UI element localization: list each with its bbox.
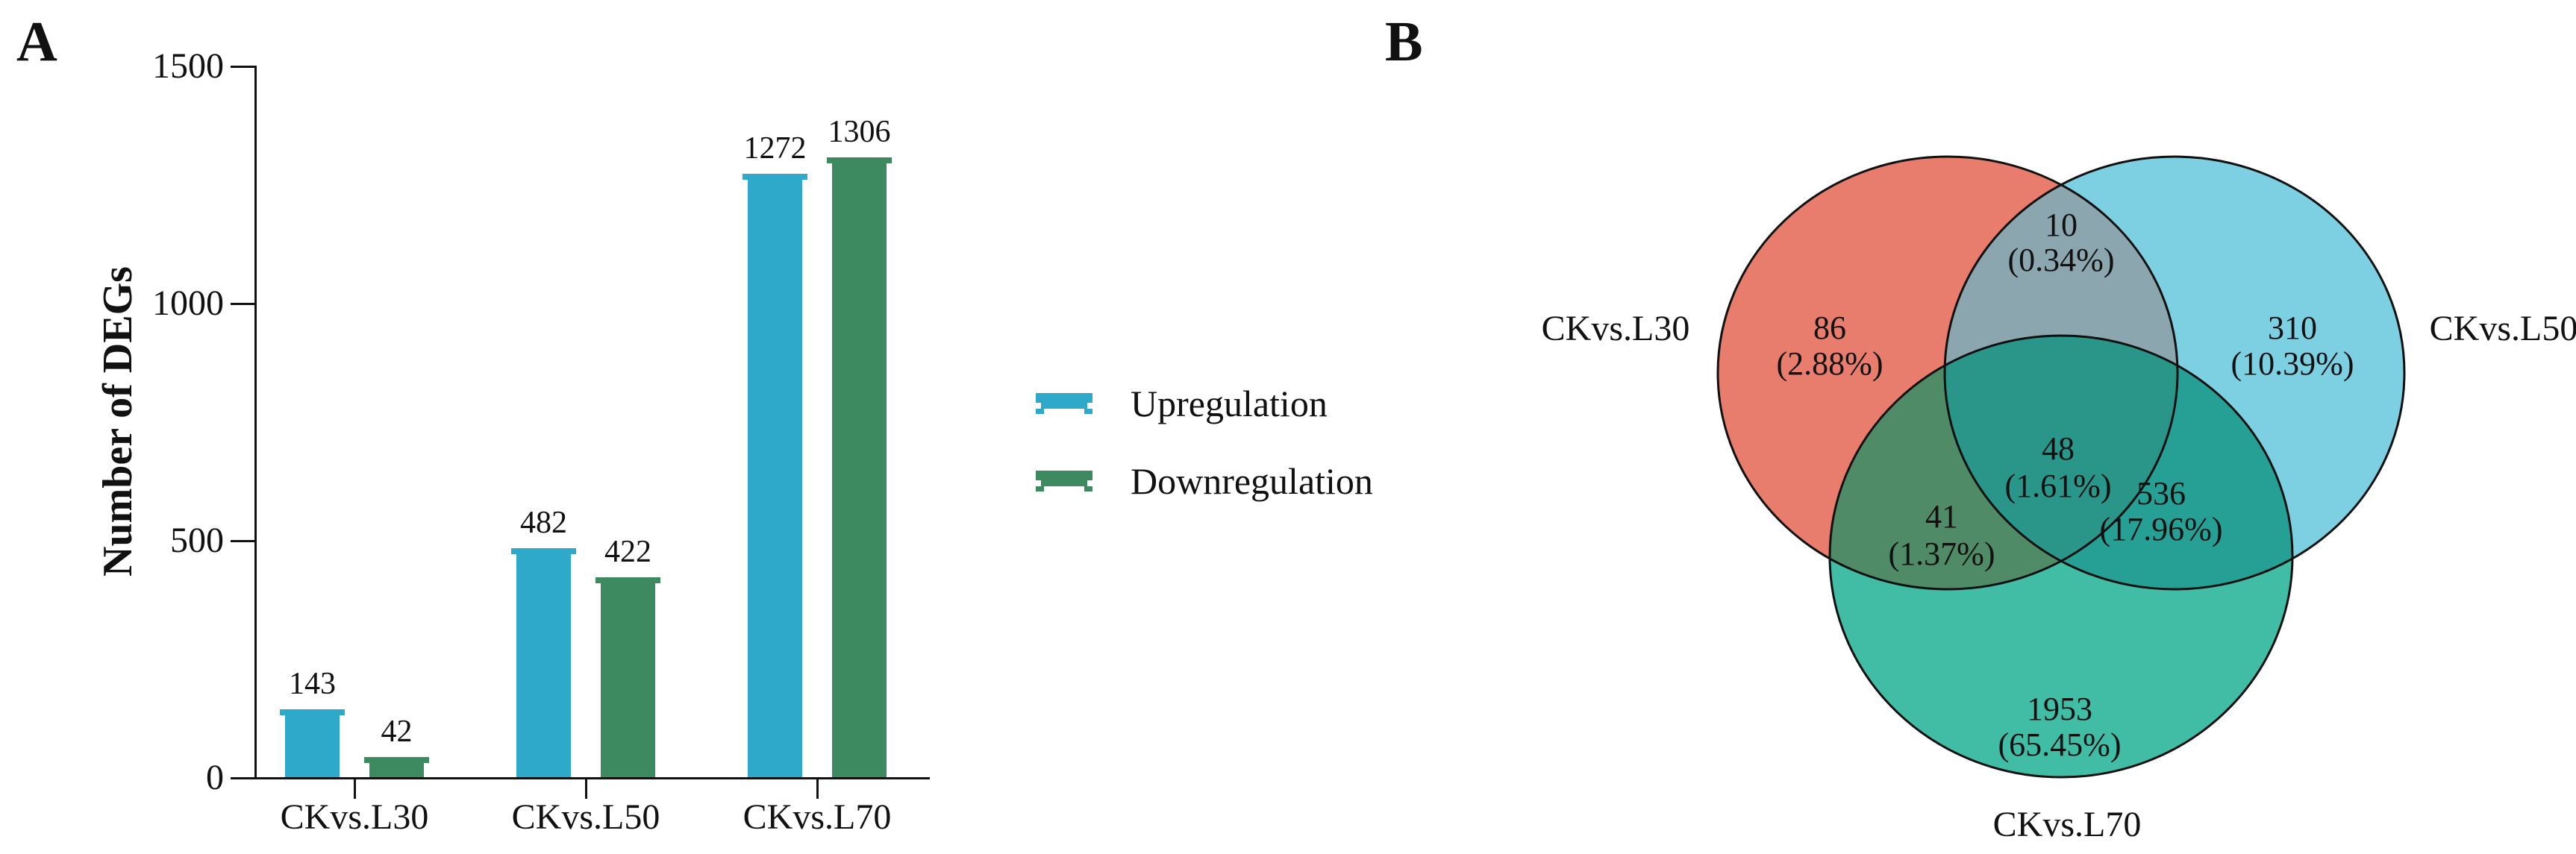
x-tick <box>354 779 356 799</box>
venn-outline-l30 <box>1716 155 2179 591</box>
downregulation-swatch-icon <box>1036 471 1092 492</box>
bar-cap <box>595 577 660 583</box>
upregulation-swatch-icon <box>1036 393 1092 414</box>
venn-label-ckvsl70: CKvs.L70 <box>1993 805 2142 844</box>
legend-label-downregulation: Downregulation <box>1131 460 1373 502</box>
bar-value-label: 42 <box>381 715 413 750</box>
y-tick-1000 <box>231 303 254 305</box>
x-category-label: CKvs.L30 <box>280 797 429 837</box>
venn-pct-l30-l50: (0.34%) <box>2008 242 2115 278</box>
panel-b-label: B <box>1385 10 1423 73</box>
bar-cap <box>511 548 576 555</box>
venn-value-center: 48 <box>2042 430 2075 467</box>
y-tick-label: 1000 <box>152 283 224 323</box>
venn-pct-l70-only: (65.45%) <box>1998 726 2122 763</box>
x-category-label: CKvs.L50 <box>511 797 660 837</box>
bar-upregulation-ckvsl30 <box>285 709 340 777</box>
venn-value-l70-only: 1953 <box>2027 691 2092 727</box>
bar-cap <box>827 157 892 164</box>
bar-upregulation-ckvsl50 <box>516 548 571 777</box>
venn-pct-center: (1.61%) <box>2005 468 2112 504</box>
venn-value-l50-l70: 536 <box>2136 475 2186 512</box>
bar-downregulation-ckvsl50 <box>601 577 655 777</box>
bar-upregulation-ckvsl70 <box>748 174 802 777</box>
bar-cap <box>280 709 345 716</box>
venn-value-l30-l70: 41 <box>1925 498 1958 535</box>
bar-cap <box>743 174 807 180</box>
bar-value-label: 1272 <box>743 131 807 166</box>
bar-value-label: 1306 <box>828 115 891 150</box>
y-tick-1500 <box>231 66 254 68</box>
y-tick-500 <box>231 540 254 542</box>
bar-value-label: 482 <box>520 506 567 541</box>
venn-pct-l30-l70: (1.37%) <box>1889 536 1995 572</box>
x-tick <box>816 779 819 799</box>
legend-label-upregulation: Upregulation <box>1131 383 1328 424</box>
y-tick-label: 1500 <box>152 46 224 86</box>
bar-cap <box>364 757 429 764</box>
venn-value-l30-only: 86 <box>1813 310 1846 346</box>
venn-pct-l30-only: (2.88%) <box>1777 345 1883 382</box>
venn-outline-l70 <box>1828 334 2294 779</box>
venn-value-l50-only: 310 <box>2268 310 2317 346</box>
bar-value-label: 422 <box>604 534 651 569</box>
venn-pct-l50-only: (10.39%) <box>2231 345 2354 382</box>
y-tick-0 <box>231 777 254 779</box>
y-tick-label: 500 <box>170 521 224 560</box>
x-axis-line <box>254 777 930 779</box>
venn-outline-l50 <box>1943 155 2406 591</box>
venn-label-ckvsl50: CKvs.L50 <box>2430 309 2576 348</box>
y-tick-label: 0 <box>206 758 224 797</box>
venn-value-l30-l50: 10 <box>2045 207 2078 243</box>
bar-downregulation-ckvsl70 <box>832 157 887 777</box>
x-category-label: CKvs.L70 <box>743 797 892 837</box>
panel-a-label: A <box>16 10 57 73</box>
x-tick <box>585 779 587 799</box>
venn-pct-l50-l70: (17.96%) <box>2100 511 2223 547</box>
y-axis-line <box>254 66 257 779</box>
venn-label-ckvsl30: CKvs.L30 <box>1542 309 1690 348</box>
bar-value-label: 143 <box>289 667 336 702</box>
